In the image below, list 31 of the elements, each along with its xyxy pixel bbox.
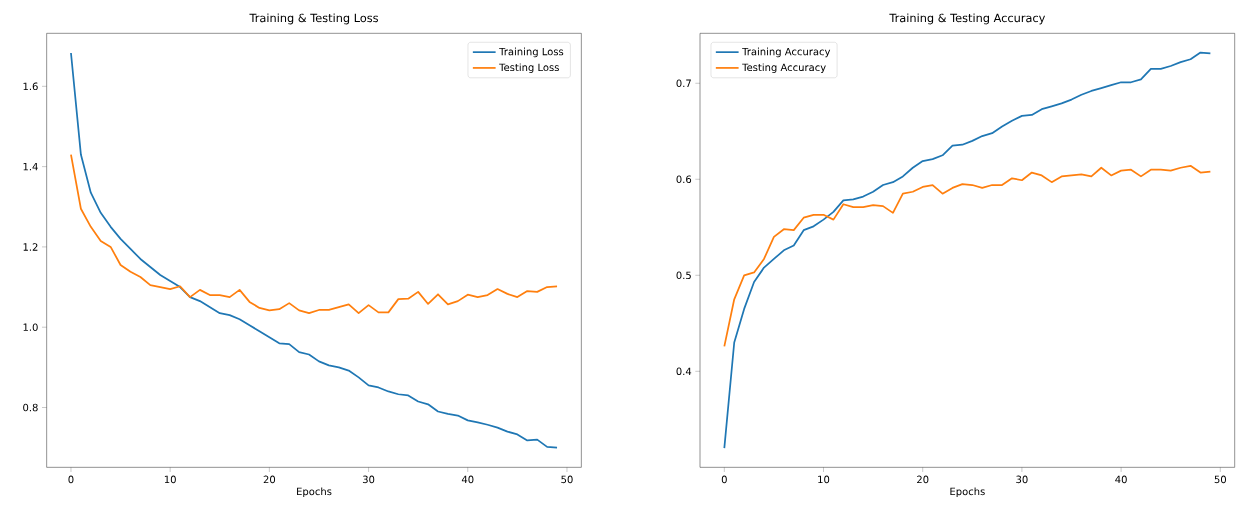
y-tick-label: 0.7	[676, 79, 691, 88]
y-tick-label: 0.5	[676, 271, 691, 280]
y-tick-label: 0.6	[676, 175, 692, 184]
legend-label: Testing Loss	[499, 63, 559, 74]
x-tick-label: 30	[362, 475, 375, 484]
y-tick-label: 0.4	[676, 367, 692, 376]
x-axis-title: Epochs	[297, 487, 332, 498]
x-tick-label: 40	[1115, 475, 1127, 484]
line-series	[723, 164, 1212, 348]
x-tick-label: 10	[818, 475, 830, 484]
x-axis-title: Epochs	[950, 487, 985, 498]
legend-label: Training Loss	[499, 47, 564, 58]
x-tick-label: 50	[1214, 475, 1226, 484]
chart-title: Training & Testing Accuracy	[889, 13, 1046, 25]
y-tick-label: 1.6	[23, 82, 38, 91]
x-tick-label: 10	[164, 475, 176, 484]
x-tick-label: 0	[721, 475, 727, 484]
y-tick-label: 0.8	[23, 403, 38, 412]
y-tick-label: 1.2	[23, 243, 38, 251]
legend-label: Training Accuracy	[742, 47, 831, 58]
x-tick-label: 20	[263, 475, 276, 484]
x-tick-label: 30	[1016, 475, 1028, 484]
x-tick-label: 50	[561, 475, 573, 484]
y-tick-label: 1.4	[23, 162, 38, 171]
line-series	[70, 153, 558, 315]
legend-label: Testing Accuracy	[742, 63, 826, 74]
x-tick-label: 0	[68, 475, 74, 484]
x-tick-label: 40	[461, 475, 474, 484]
chart-title: Training & Testing Loss	[249, 13, 379, 25]
x-tick-label: 20	[917, 475, 929, 484]
y-tick-label: 1.0	[23, 323, 38, 331]
